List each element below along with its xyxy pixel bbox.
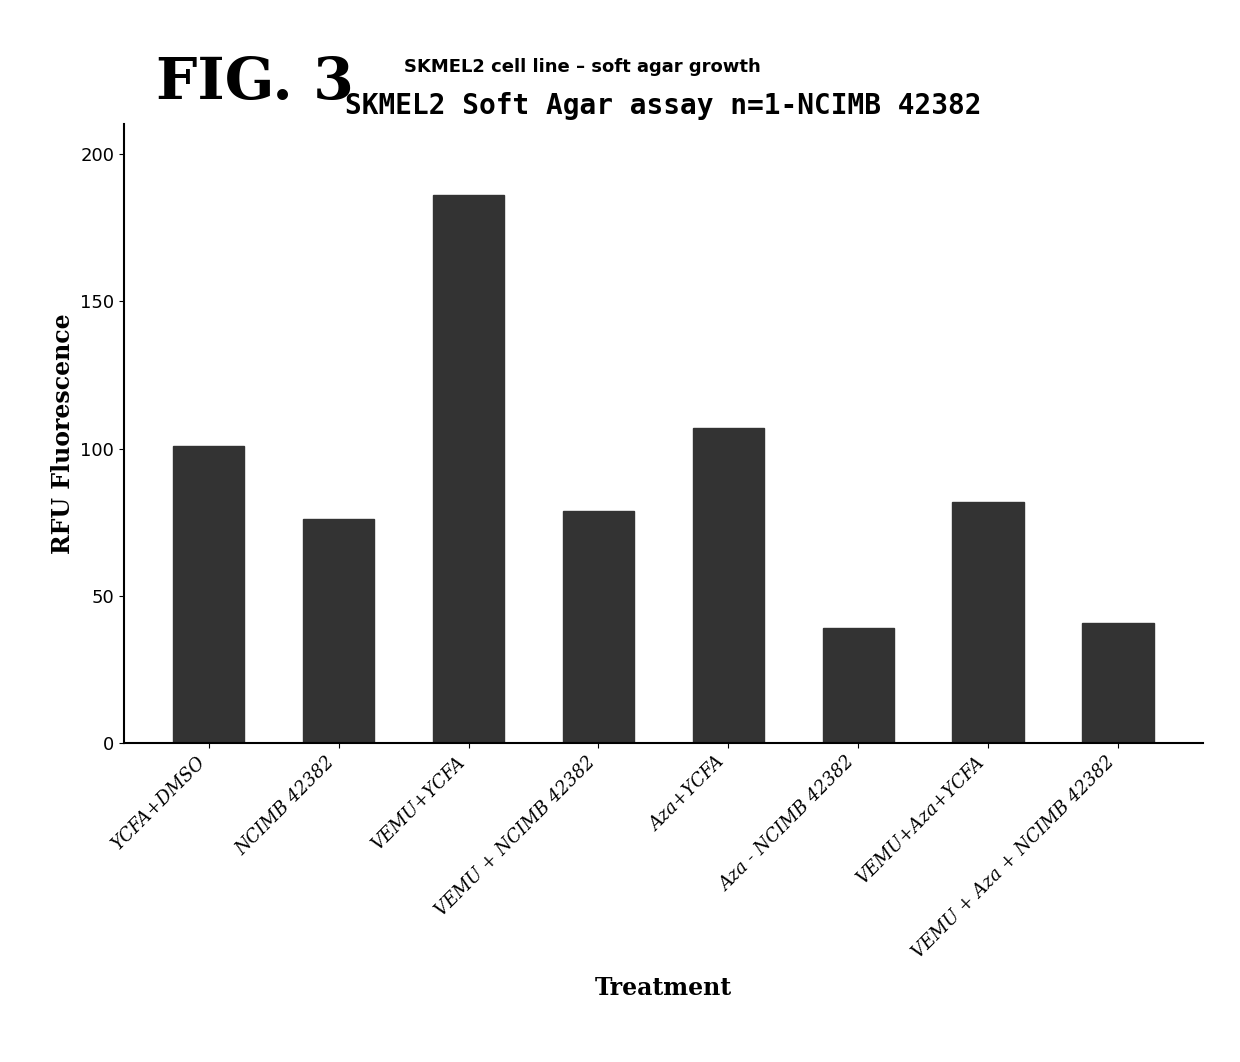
Bar <box>433 195 505 743</box>
Y-axis label: RFU Fluorescence: RFU Fluorescence <box>51 313 74 554</box>
Bar <box>174 446 244 743</box>
Bar <box>1083 622 1153 743</box>
Bar <box>822 629 894 743</box>
Text: FIG. 3: FIG. 3 <box>156 55 355 112</box>
Bar <box>303 519 374 743</box>
X-axis label: Treatment: Treatment <box>595 976 732 1000</box>
Text: SKMEL2 cell line – soft agar growth: SKMEL2 cell line – soft agar growth <box>404 57 761 75</box>
Text: SKMEL2 Soft Agar assay n=1-NCIMB 42382: SKMEL2 Soft Agar assay n=1-NCIMB 42382 <box>345 91 982 120</box>
Bar <box>563 511 634 743</box>
Bar <box>952 501 1024 743</box>
Bar <box>693 428 764 743</box>
